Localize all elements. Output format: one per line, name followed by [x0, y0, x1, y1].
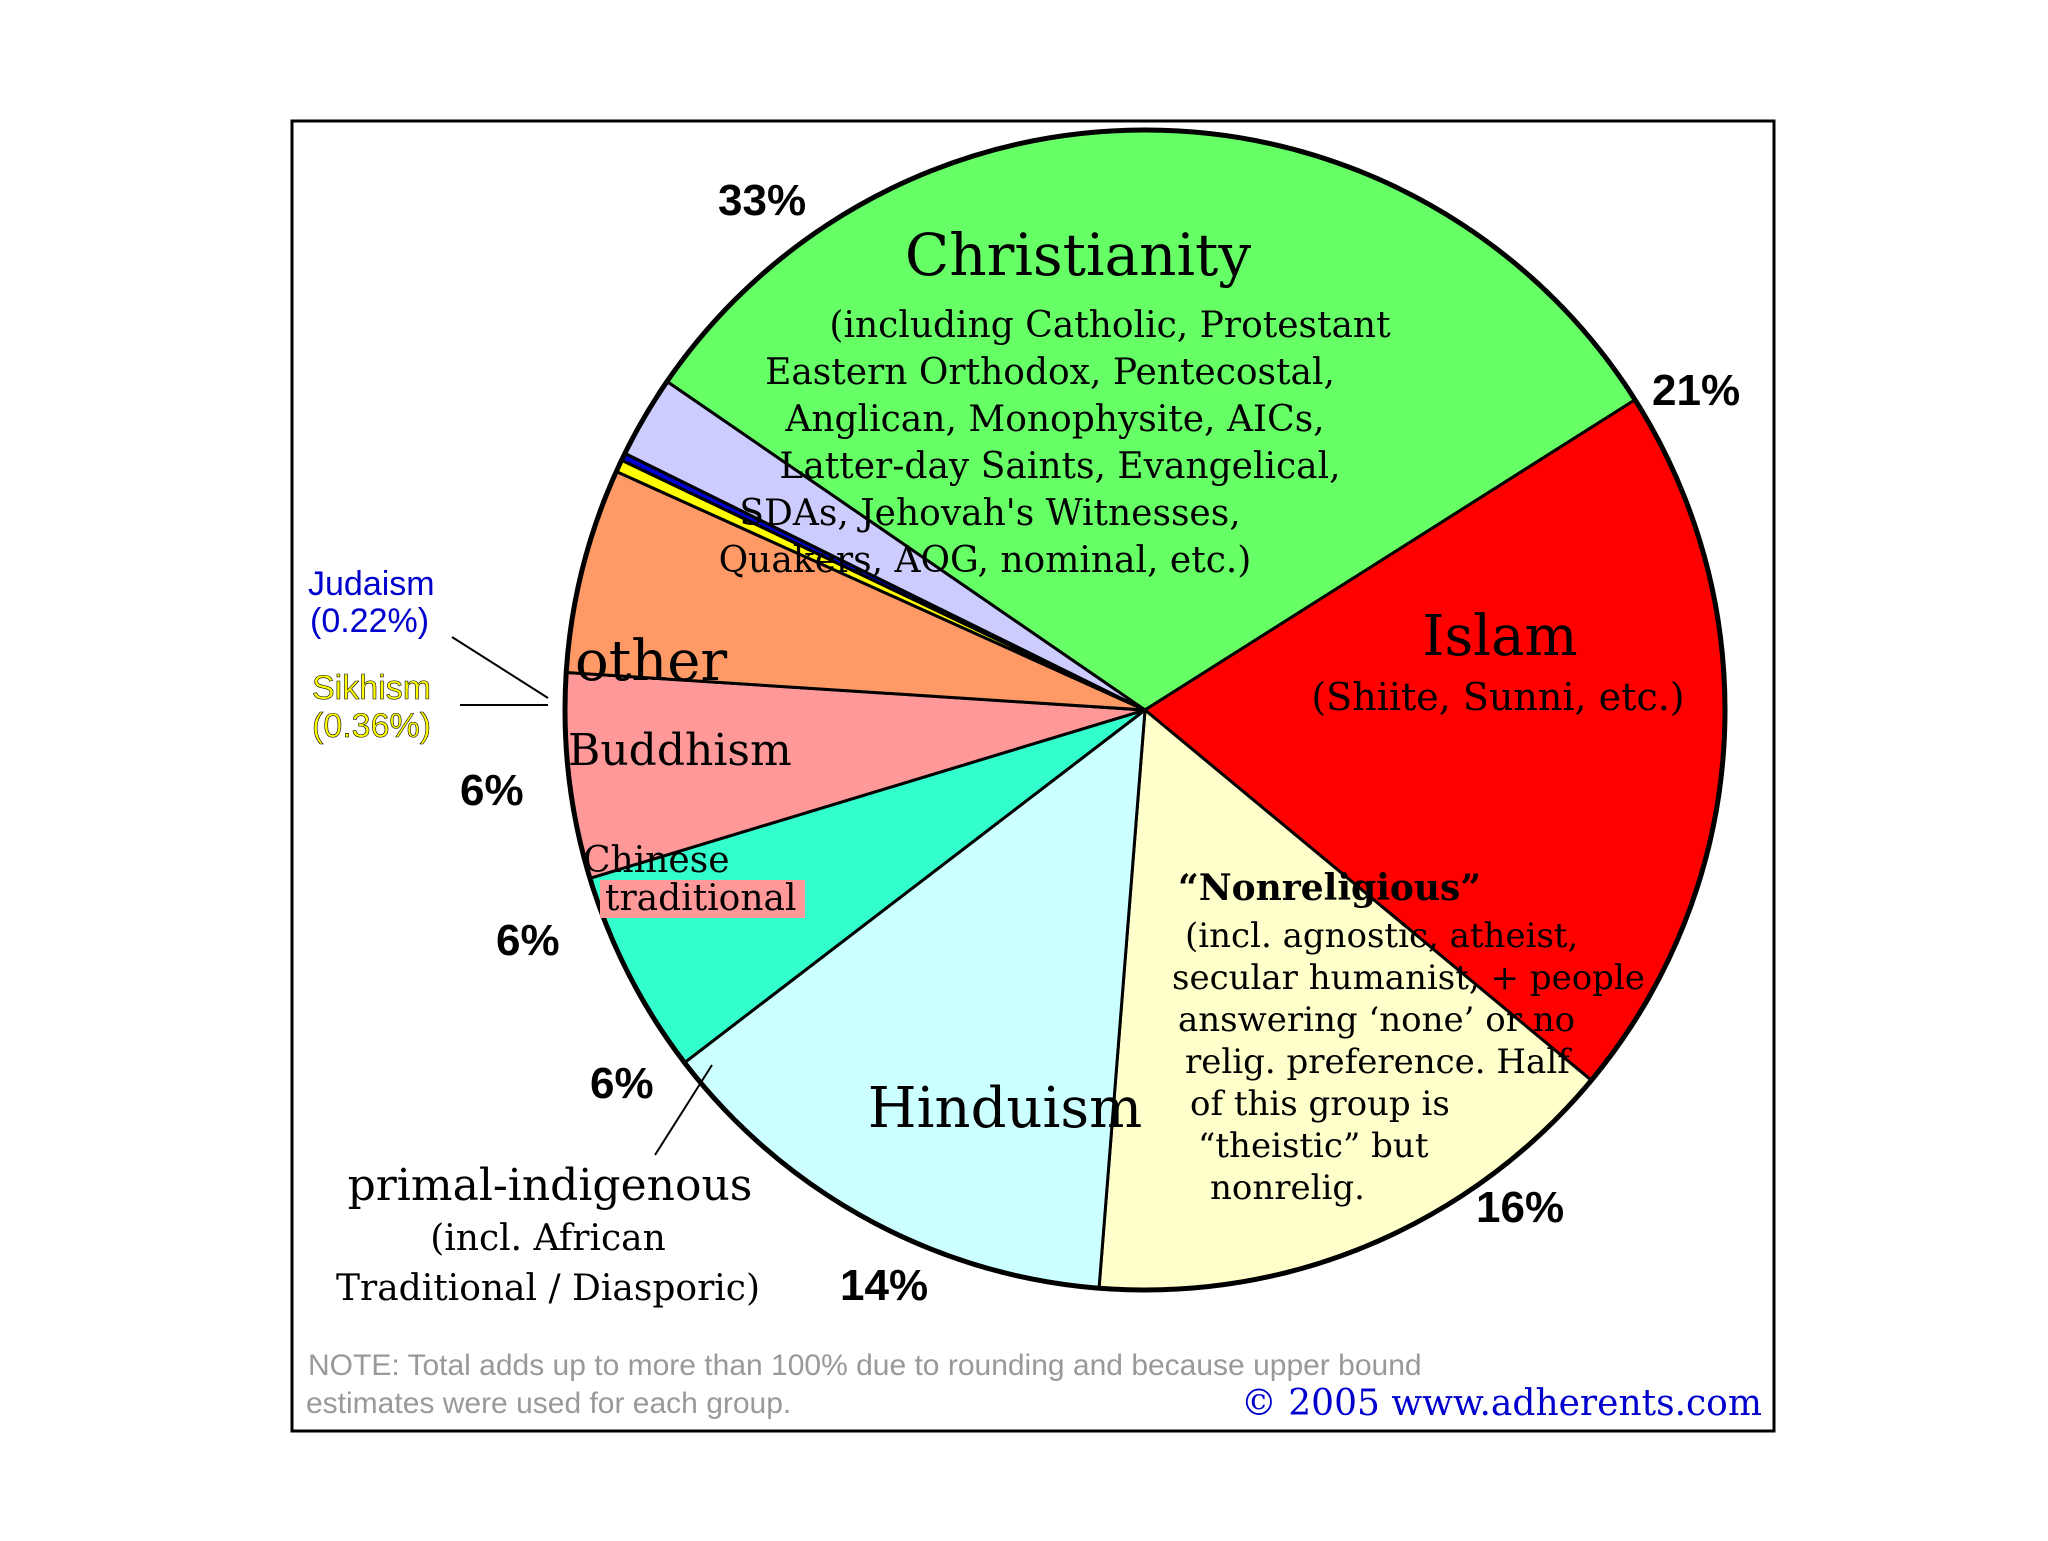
pie-labels: Christianity (including Catholic, Protest…: [306, 176, 1762, 1424]
value-label-buddhism: 6%: [460, 766, 524, 815]
leader-line-primal: [654, 1064, 713, 1156]
chart-note: NOTE: Total adds up to more than 100% du…: [308, 1349, 1422, 1382]
pie-slices: [562, 127, 1728, 1293]
slice-sublabel-nonreligious: of this group is: [1190, 1084, 1450, 1124]
slice-sublabel-nonreligious: answering ‘none’ or no: [1178, 1000, 1575, 1040]
value-label-sikhism: (0.36%): [312, 707, 431, 745]
chart-credit: © 2005 www.adherents.com: [1241, 1383, 1762, 1424]
slice-label-islam: Islam: [1422, 604, 1577, 669]
slice-sublabel-christianity: Latter-day Saints, Evangelical,: [779, 446, 1340, 487]
pie-outline: [562, 127, 1728, 1293]
slice-sublabel-primal: (incl. African: [430, 1218, 666, 1259]
slice-label-christianity: Christianity: [905, 221, 1251, 289]
value-label-islam: 21%: [1652, 366, 1740, 415]
chart-note: estimates were used for each group.: [306, 1387, 791, 1420]
value-label-hinduism: 14%: [840, 1261, 928, 1310]
slice-sublabel-islam: (Shiite, Sunni, etc.): [1311, 675, 1684, 719]
slice-label-hinduism: Hinduism: [868, 1076, 1142, 1141]
slice-sublabel-nonreligious: nonrelig.: [1210, 1168, 1365, 1208]
slice-sublabel-primal: Traditional / Diasporic): [336, 1268, 760, 1309]
slice-label-chinese: Chinese: [583, 840, 730, 881]
slice-label-chinese: traditional: [605, 878, 797, 919]
slice-label-primal: primal-indigenous: [348, 1160, 753, 1211]
slice-sublabel-christianity: (including Catholic, Protestant: [829, 305, 1391, 346]
value-label-judaism: (0.22%): [310, 602, 429, 640]
slice-sublabel-nonreligious: “theistic” but: [1198, 1126, 1429, 1166]
slice-label-nonreligious: “Nonreligious”: [1178, 867, 1481, 909]
value-label-christianity: 33%: [718, 176, 806, 225]
value-label-primal: 6%: [590, 1059, 654, 1108]
slice-sublabel-nonreligious: (incl. agnostic, atheist,: [1185, 916, 1578, 956]
slice-sublabel-christianity: Anglican, Monophysite, AICs,: [784, 399, 1324, 440]
slice-label-sikhism: Sikhism: [312, 669, 431, 707]
slice-sublabel-nonreligious: relig. preference. Half: [1185, 1042, 1572, 1082]
slice-label-judaism: Judaism: [308, 565, 435, 603]
slice-sublabel-christianity: Quakers, AOG, nominal, etc.): [719, 540, 1252, 581]
value-label-nonreligious: 16%: [1476, 1183, 1564, 1232]
slice-label-buddhism: Buddhism: [568, 725, 792, 776]
slice-sublabel-christianity: Eastern Orthodox, Pentecostal,: [765, 352, 1335, 393]
value-label-chinese: 6%: [496, 916, 560, 965]
slice-sublabel-christianity: SDAs, Jehovah's Witnesses,: [739, 493, 1240, 534]
leader-line-judaism: [451, 636, 549, 699]
chinese-label-background: [600, 880, 805, 918]
slice-sublabel-nonreligious: secular humanist, + people: [1172, 958, 1645, 998]
slice-label-other: other: [575, 629, 727, 694]
